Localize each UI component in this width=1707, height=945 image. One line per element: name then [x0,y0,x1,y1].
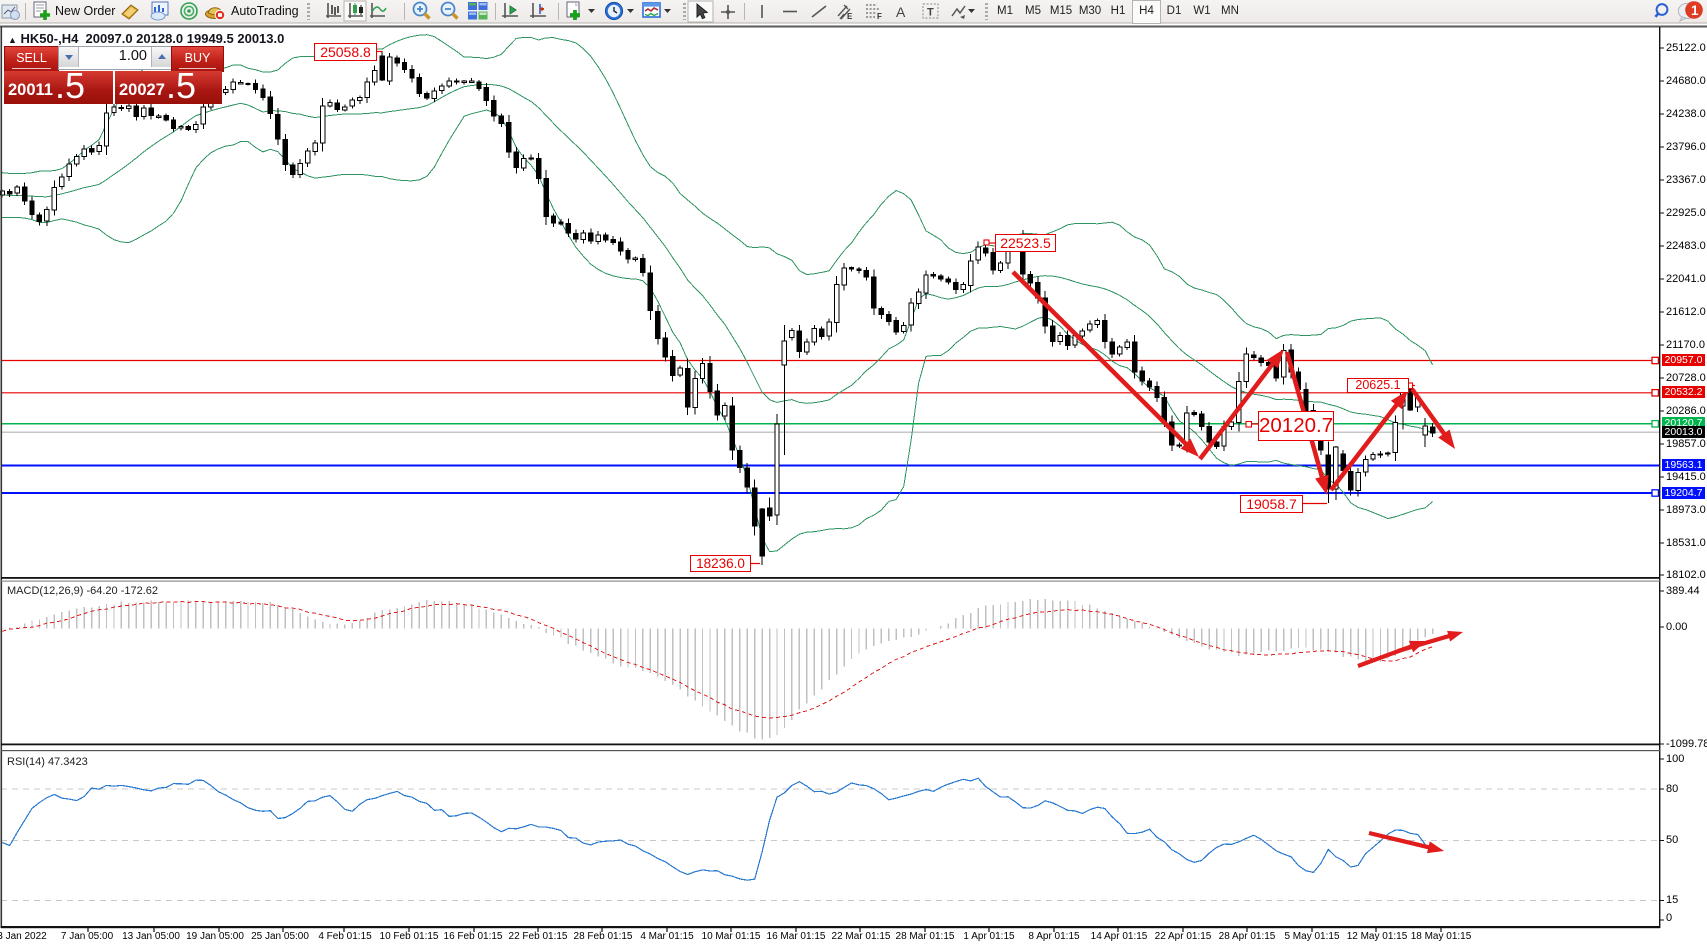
svg-text:T: T [927,7,934,19]
svg-text:E: E [847,12,853,21]
svg-text:1: 1 [1691,3,1699,18]
svg-text:F: F [877,12,882,21]
svg-text:A: A [896,4,906,20]
